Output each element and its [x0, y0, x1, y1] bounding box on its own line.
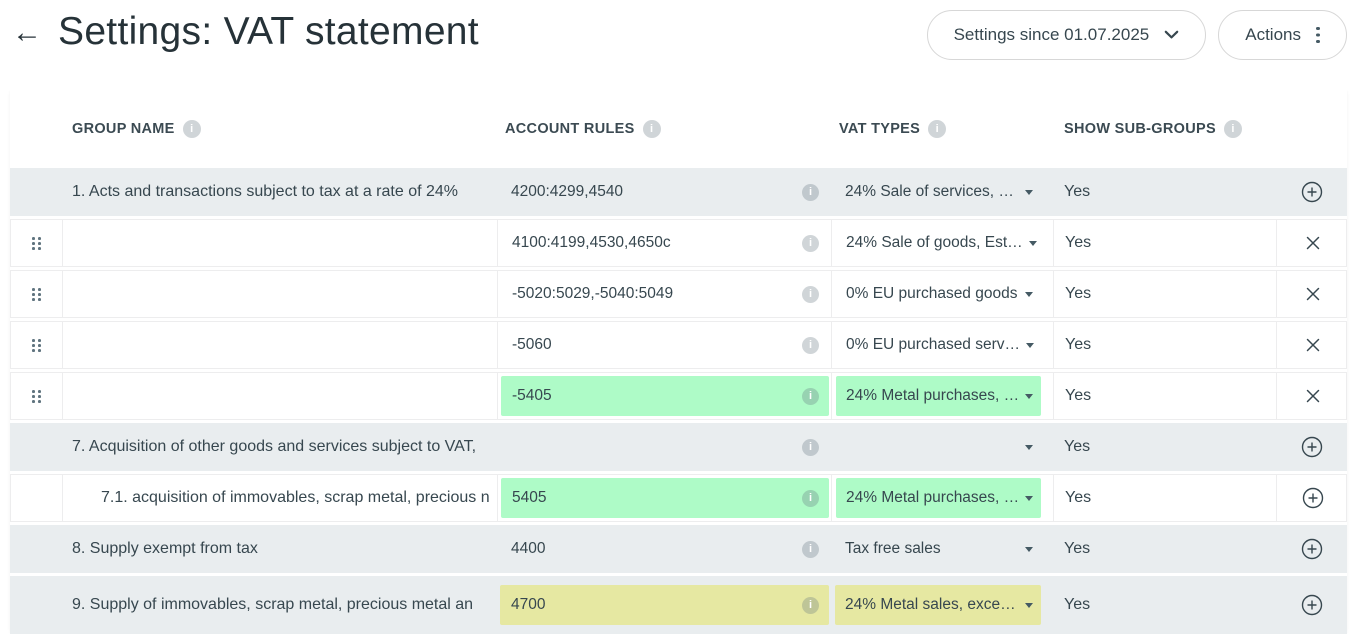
add-subrow-button[interactable] [1300, 180, 1324, 204]
show-sub-groups-value[interactable]: Yes [1064, 438, 1091, 455]
show-sub-groups-value[interactable]: Yes [1064, 540, 1091, 557]
actions-button[interactable]: Actions [1218, 10, 1347, 60]
chevron-down-icon [1025, 189, 1033, 195]
add-subrow-button[interactable] [1300, 537, 1324, 561]
show-sub-groups-value[interactable]: Yes [1064, 596, 1091, 613]
table-row: 7.1. acquisition of immovables, scrap me… [10, 474, 1347, 522]
remove-row-button[interactable] [1305, 235, 1321, 251]
chevron-down-icon [1026, 342, 1035, 348]
info-icon[interactable]: i [802, 183, 819, 201]
page-title: Settings: VAT statement [58, 10, 479, 53]
vat-settings-table: GROUP NAME i ACCOUNT RULES i VAT TYPES i… [10, 90, 1347, 634]
account-rules-field[interactable]: i [500, 427, 829, 467]
table-row: 1. Acts and transactions subject to tax … [10, 168, 1347, 216]
table-row: 9. Supply of immovables, scrap metal, pr… [10, 576, 1347, 634]
show-sub-groups-value[interactable]: Yes [1064, 183, 1091, 200]
table-row: 7. Acquisition of other goods and servic… [10, 423, 1347, 471]
settings-since-label: Settings since 01.07.2025 [953, 25, 1150, 44]
info-icon[interactable]: i [802, 540, 819, 558]
vat-type-select[interactable]: 24% Sale of services, … [835, 172, 1041, 212]
show-sub-groups-value[interactable]: Yes [1065, 489, 1092, 506]
vat-type-select[interactable]: 24% Metal purchases, … [836, 478, 1042, 518]
info-icon[interactable]: i [1223, 120, 1242, 138]
table-row: -5060 i 0% EU purchased serv… Yes [10, 321, 1347, 369]
info-icon[interactable]: i [928, 120, 947, 138]
vat-type-select[interactable]: Tax free sales [835, 529, 1041, 569]
account-rules-field[interactable]: -5020:5029,-5040:5049 i [501, 274, 829, 314]
drag-handle-icon[interactable] [32, 236, 41, 250]
column-header-group-name: GROUP NAME i [62, 90, 497, 168]
account-rules-field[interactable]: -5405 i [501, 376, 829, 416]
info-icon[interactable]: i [802, 234, 819, 252]
account-rules-field[interactable]: 4700 i [500, 585, 829, 625]
chevron-down-icon [1025, 393, 1034, 399]
settings-since-button[interactable]: Settings since 01.07.2025 [926, 10, 1207, 60]
add-subrow-button[interactable] [1300, 435, 1324, 459]
remove-row-button[interactable] [1305, 388, 1321, 404]
column-header-show-sub-groups: SHOW SUB-GROUPS i [1053, 90, 1276, 168]
account-rules-field[interactable]: 4100:4199,4530,4650c i [501, 223, 829, 263]
info-icon[interactable]: i [802, 489, 819, 507]
table-header-row: GROUP NAME i ACCOUNT RULES i VAT TYPES i… [10, 90, 1347, 168]
vat-type-select[interactable]: 0% EU purchased serv… [836, 325, 1042, 365]
chevron-down-icon [1164, 30, 1179, 39]
vat-type-select[interactable]: 24% Metal purchases, … [836, 376, 1042, 416]
remove-row-button[interactable] [1305, 286, 1321, 302]
actions-label: Actions [1245, 25, 1301, 44]
account-rules-field[interactable]: -5060 i [501, 325, 829, 365]
info-icon[interactable]: i [802, 596, 819, 614]
vat-type-select[interactable]: 24% Sale of goods, Est… [836, 223, 1045, 263]
table-row: -5020:5029,-5040:5049 i 0% EU purchased … [10, 270, 1347, 318]
add-subrow-button[interactable] [1300, 593, 1324, 617]
info-icon[interactable]: i [802, 336, 819, 354]
show-sub-groups-value[interactable]: Yes [1065, 387, 1092, 404]
chevron-down-icon [1025, 291, 1033, 297]
column-header-vat-types: VAT TYPES i [831, 90, 1053, 168]
kebab-menu-icon [1316, 26, 1320, 44]
page-header: ← Settings: VAT statement [12, 10, 479, 54]
group-name: 8. Supply exempt from tax [72, 540, 258, 557]
chevron-down-icon [1025, 495, 1034, 501]
account-rules-field[interactable]: 5405 i [501, 478, 829, 518]
account-rules-field[interactable]: 4400 i [500, 529, 829, 569]
drag-handle-icon[interactable] [32, 338, 41, 352]
show-sub-groups-value[interactable]: Yes [1065, 336, 1092, 353]
info-icon[interactable]: i [802, 285, 819, 303]
drag-handle-icon[interactable] [32, 287, 41, 301]
group-name: 9. Supply of immovables, scrap metal, pr… [72, 596, 474, 613]
info-icon[interactable]: i [802, 387, 819, 405]
group-name: 7. Acquisition of other goods and servic… [72, 438, 477, 455]
vat-type-select[interactable]: 0% EU purchased goods [836, 274, 1041, 314]
table-row: 4100:4199,4530,4650c i 24% Sale of goods… [10, 219, 1347, 267]
group-name: 1. Acts and transactions subject to tax … [72, 183, 458, 200]
chevron-down-icon [1028, 240, 1037, 246]
column-header-account-rules: ACCOUNT RULES i [497, 90, 831, 168]
show-sub-groups-value[interactable]: Yes [1065, 234, 1092, 251]
info-icon[interactable]: i [802, 438, 819, 456]
show-sub-groups-value[interactable]: Yes [1065, 285, 1092, 302]
header-actions: Settings since 01.07.2025 Actions [926, 10, 1347, 60]
chevron-down-icon [1025, 602, 1033, 608]
remove-row-button[interactable] [1305, 337, 1321, 353]
account-rules-field[interactable]: 4200:4299,4540 i [500, 172, 829, 212]
top-bar: ← Settings: VAT statement Settings since… [0, 0, 1357, 90]
chevron-down-icon [1025, 546, 1033, 552]
table-row: 8. Supply exempt from tax 4400 i Tax fre… [10, 525, 1347, 573]
group-name: 7.1. acquisition of immovables, scrap me… [101, 489, 490, 506]
drag-handle-icon[interactable] [32, 389, 41, 403]
table-row: -5405 i 24% Metal purchases, … Yes [10, 372, 1347, 420]
add-subrow-button[interactable] [1301, 486, 1325, 510]
chevron-down-icon [1025, 444, 1033, 450]
vat-type-select[interactable]: 24% Metal sales, exce… [835, 585, 1041, 625]
vat-type-select[interactable] [835, 427, 1041, 467]
info-icon[interactable]: i [642, 120, 661, 138]
info-icon[interactable]: i [182, 120, 201, 138]
back-arrow-icon[interactable]: ← [12, 16, 42, 49]
